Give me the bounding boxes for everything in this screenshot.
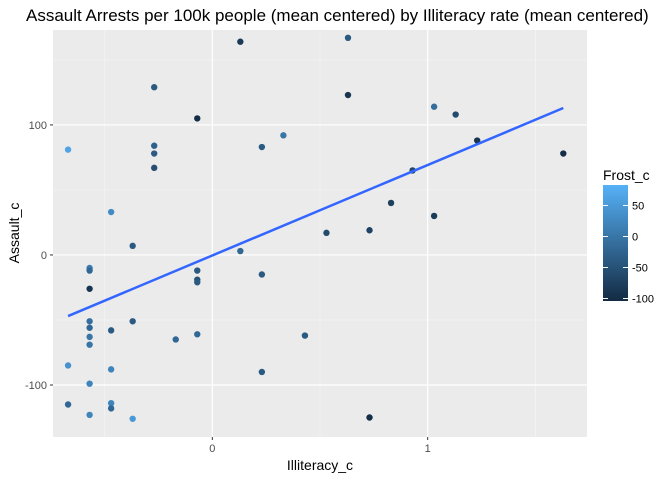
- data-point: [129, 318, 136, 325]
- y-tick-label: -100: [25, 380, 47, 392]
- x-tick-label: 1: [425, 443, 431, 455]
- trend-line: [67, 106, 564, 318]
- data-point: [86, 341, 93, 348]
- data-point: [86, 285, 93, 292]
- y-tick-label: 0: [41, 250, 47, 262]
- data-point: [366, 414, 373, 421]
- data-point: [86, 267, 93, 274]
- data-point: [64, 401, 72, 408]
- data-point: [473, 137, 481, 144]
- data-point: [194, 279, 201, 286]
- data-point: [430, 212, 438, 220]
- data-points: [64, 34, 567, 422]
- legend-tick-label: 50: [632, 200, 644, 212]
- legend-tick-label: 0: [632, 231, 638, 243]
- data-point: [430, 103, 438, 110]
- data-point: [237, 247, 244, 255]
- data-point: [258, 271, 266, 278]
- y-axis-title: Assault_c: [6, 203, 22, 264]
- data-point: [86, 318, 93, 325]
- x-tick-label: 0: [209, 443, 215, 455]
- data-point: [107, 405, 115, 412]
- data-point: [194, 115, 201, 122]
- data-point: [237, 38, 244, 45]
- y-tick-label: 100: [29, 120, 47, 132]
- data-point: [194, 267, 201, 274]
- data-point: [86, 380, 93, 387]
- chart-title: Assault Arrests per 100k people (mean ce…: [26, 6, 649, 25]
- data-point: [344, 91, 352, 99]
- data-point: [280, 132, 287, 139]
- data-point: [86, 333, 93, 341]
- major-gridlines: [53, 30, 587, 437]
- legend-ticks: 50 0 -50 -100: [603, 200, 654, 306]
- data-point: [151, 84, 158, 91]
- legend-colorbar: [603, 185, 628, 301]
- data-point: [64, 362, 72, 369]
- legend-tick-label: -100: [632, 294, 654, 306]
- data-point: [452, 111, 459, 118]
- data-point: [107, 208, 115, 216]
- data-point: [107, 399, 115, 407]
- color-legend: Frost_c 50 0 -50 -100: [603, 167, 654, 306]
- data-point: [86, 324, 93, 331]
- y-axis-ticks: -100 0 100: [25, 120, 53, 392]
- data-point: [151, 142, 158, 149]
- minor-gridlines: [53, 30, 587, 437]
- data-point: [366, 227, 373, 234]
- data-point: [151, 164, 158, 172]
- data-point: [323, 229, 330, 237]
- data-point: [129, 242, 136, 250]
- data-point: [107, 327, 115, 334]
- legend-title: Frost_c: [603, 167, 650, 183]
- x-axis-title: Illiteracy_c: [287, 457, 353, 473]
- data-point: [172, 336, 179, 343]
- data-point: [107, 366, 115, 373]
- data-point: [258, 143, 266, 151]
- data-point: [129, 415, 136, 422]
- data-point: [194, 331, 201, 338]
- data-point: [64, 146, 72, 153]
- data-point: [560, 150, 567, 157]
- data-point: [258, 368, 266, 376]
- data-point: [151, 150, 158, 157]
- data-point: [86, 411, 93, 419]
- data-point: [301, 332, 309, 339]
- legend-tick-label: -50: [632, 263, 648, 275]
- data-point: [387, 199, 395, 207]
- data-point: [344, 34, 352, 42]
